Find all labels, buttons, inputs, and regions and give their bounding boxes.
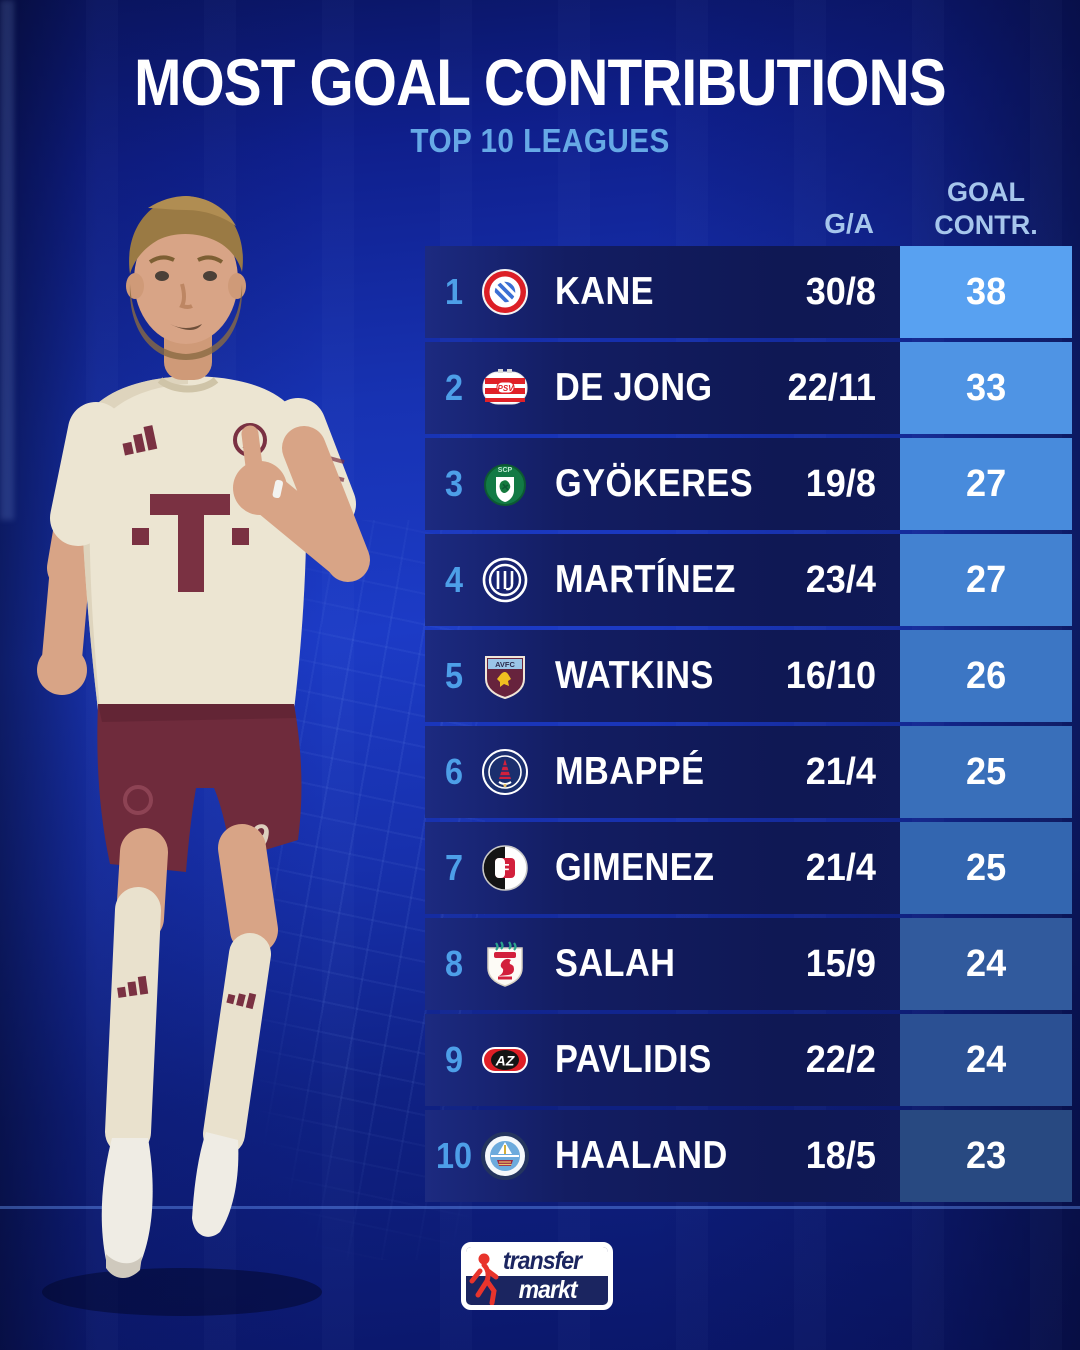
sock-adidas-left [117, 975, 149, 998]
player-beard [129, 284, 243, 360]
ga-value: 21/4 [805, 846, 876, 889]
badge-feyenoord-icon: F [477, 840, 533, 896]
player-hair [129, 196, 243, 274]
table-row: 6 MBAPPÉ 21/4 25 [425, 726, 1072, 818]
rank-label: 1 [444, 271, 464, 312]
column-header-ga: G/A [824, 208, 874, 239]
bayern-crest-outline [233, 423, 267, 457]
column-header-goal-contr: GOAL CONTR. [934, 177, 1038, 241]
player-name: MARTÍNEZ [555, 558, 736, 601]
background-light-strip [0, 0, 14, 520]
svg-text:AZ: AZ [495, 1053, 515, 1069]
ga-value: 23/4 [805, 558, 876, 601]
player-sock-left [105, 887, 161, 1155]
badge-psg-icon [477, 744, 533, 800]
table-row: 4 MARTÍNEZ 23/4 27 [425, 534, 1072, 626]
player-shadow [42, 1268, 322, 1316]
badge-az-alkmaar-icon: AZ [477, 1032, 533, 1088]
goal-contr-value: 27 [900, 438, 1072, 530]
table-row: 5 AVFC WATKINS 16/10 26 [425, 630, 1072, 722]
badge-liverpool-icon [477, 936, 533, 992]
header: MOST GOAL CONTRIBUTIONS TOP 10 LEAGUES [0, 44, 1080, 160]
table-row: 8 SALAH 15/9 24 [425, 918, 1072, 1010]
player-name: HAALAND [555, 1134, 728, 1177]
player-name: WATKINS [555, 654, 714, 697]
rank-label: 9 [444, 1039, 464, 1080]
ga-value: 18/5 [805, 1134, 876, 1177]
ga-value: 16/10 [785, 654, 876, 697]
telekom-t-logo [132, 494, 249, 592]
player-name: KANE [555, 270, 655, 313]
ga-value: 15/9 [805, 942, 876, 985]
table-row: 1 KANE 30/8 38 [425, 246, 1072, 338]
goal-contr-value: 25 [900, 726, 1072, 818]
table-header: G/A GOAL CONTR. [425, 177, 1072, 244]
table-row: 2 PSV DE JONG 22/11 33 [425, 342, 1072, 434]
player-name: MBAPPÉ [555, 750, 705, 793]
goal-contr-value: 24 [900, 918, 1072, 1010]
transfermarkt-player-icon [469, 1253, 499, 1305]
rank-label: 3 [444, 463, 464, 504]
badge-psv-icon: PSV [477, 360, 533, 416]
player-name: GYÖKERES [555, 462, 754, 505]
player-boot-right [192, 1132, 239, 1237]
shorts-crest [123, 785, 153, 815]
rank-label: 6 [444, 751, 464, 792]
rank-label: 4 [444, 559, 464, 600]
adidas-logo [122, 425, 158, 456]
rank-label: 2 [444, 367, 464, 408]
player-name: SALAH [555, 942, 676, 985]
player-sock-right [203, 933, 271, 1155]
transfermarkt-logo: transfer markt [461, 1242, 613, 1310]
ga-value: 21/4 [805, 750, 876, 793]
ga-value: 30/8 [805, 270, 876, 313]
page-subtitle: TOP 10 LEAGUES [410, 122, 670, 159]
table-row: 7 F GIMENEZ 21/4 25 [425, 822, 1072, 914]
player-name: GIMENEZ [555, 846, 715, 889]
sleeve-sponsor-mark [317, 454, 345, 500]
svg-text:AVFC: AVFC [495, 660, 515, 669]
badge-sporting-cp-icon: SCP [477, 456, 533, 512]
ga-value: 22/11 [787, 366, 876, 409]
player-name: PAVLIDIS [555, 1038, 712, 1081]
svg-text:PSV: PSV [497, 384, 514, 393]
svg-text:F: F [500, 861, 509, 878]
badge-bayern-munchen-icon [477, 264, 533, 320]
rank-label: 7 [444, 847, 464, 888]
goal-contr-value: 27 [900, 534, 1072, 626]
player-jersey [80, 376, 307, 733]
logo-text-markt: markt [519, 1276, 578, 1304]
goal-contr-value: 33 [900, 342, 1072, 434]
sock-adidas-right [226, 992, 257, 1010]
rank-label: 5 [444, 655, 464, 696]
rank-label: 10 [435, 1135, 473, 1176]
ring [272, 479, 284, 499]
badge-manchester-city-icon [477, 1128, 533, 1184]
goal-contr-value: 24 [900, 1014, 1072, 1106]
shorts-number: 9 [250, 818, 269, 856]
table-row: 9 AZ PAVLIDIS 22/2 24 [425, 1014, 1072, 1106]
ga-value: 22/2 [805, 1038, 876, 1081]
table-row: 10 HAALAND 18/5 23 [425, 1110, 1072, 1202]
ranking-table: 1 KANE 30/8 38 2 PSV DE JONG 22/11 33 3 … [425, 246, 1072, 1206]
player-photo-kane: 9 [37, 196, 370, 1316]
page-title: MOST GOAL CONTRIBUTIONS [134, 45, 946, 119]
badge-inter-icon [477, 552, 533, 608]
goal-contr-value: 38 [900, 246, 1072, 338]
table-row: 3 SCP GYÖKERES 19/8 27 [425, 438, 1072, 530]
logo-text-transfer: transfer [503, 1247, 582, 1275]
background-horizon-line [0, 1206, 1080, 1209]
rank-label: 8 [444, 943, 464, 984]
player-name: DE JONG [555, 366, 713, 409]
svg-text:SCP: SCP [498, 467, 513, 474]
player-face [134, 216, 238, 344]
goal-contr-value: 23 [900, 1110, 1072, 1202]
ga-value: 19/8 [805, 462, 876, 505]
goal-contr-value: 25 [900, 822, 1072, 914]
badge-aston-villa-icon: AVFC [477, 648, 533, 704]
player-shorts [97, 704, 302, 872]
goal-contr-value: 26 [900, 630, 1072, 722]
